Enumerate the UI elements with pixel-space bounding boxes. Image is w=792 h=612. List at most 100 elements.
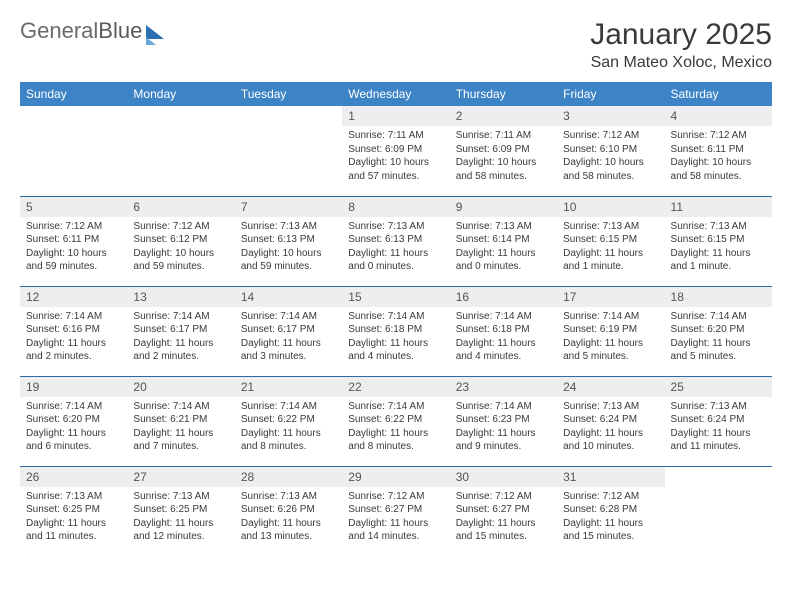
day-number: 1: [342, 106, 449, 126]
day-number: 24: [557, 377, 664, 397]
day-details: Sunrise: 7:14 AMSunset: 6:18 PMDaylight:…: [342, 310, 449, 368]
day-details: Sunrise: 7:11 AMSunset: 6:09 PMDaylight:…: [342, 129, 449, 187]
daylight-line2: and 15 minutes.: [563, 530, 658, 544]
daylight-line2: and 59 minutes.: [241, 260, 336, 274]
sunset-text: Sunset: 6:28 PM: [563, 503, 658, 517]
sunset-text: Sunset: 6:24 PM: [671, 413, 766, 427]
sunrise-text: Sunrise: 7:13 AM: [671, 220, 766, 234]
daylight-line2: and 59 minutes.: [133, 260, 228, 274]
day-number: 26: [20, 467, 127, 487]
calendar-week-row: 1Sunrise: 7:11 AMSunset: 6:09 PMDaylight…: [20, 106, 772, 196]
calendar-day-cell: 6Sunrise: 7:12 AMSunset: 6:12 PMDaylight…: [127, 196, 234, 286]
daylight-line1: Daylight: 11 hours: [133, 337, 228, 351]
sunrise-text: Sunrise: 7:14 AM: [133, 400, 228, 414]
day-number: 11: [665, 197, 772, 217]
day-number: 22: [342, 377, 449, 397]
sunset-text: Sunset: 6:25 PM: [26, 503, 121, 517]
daylight-line1: Daylight: 10 hours: [241, 247, 336, 261]
day-details: Sunrise: 7:12 AMSunset: 6:28 PMDaylight:…: [557, 490, 664, 548]
calendar-week-row: 5 Sunrise: 7:12 AM Sunset: 6:11 PM Daylight…: [20, 196, 772, 286]
day-number: 10: [557, 197, 664, 217]
sunrise-text: Sunrise: 7:13 AM: [133, 490, 228, 504]
day-number: 2: [450, 106, 557, 126]
daylight-line1: Daylight: 10 hours: [456, 156, 551, 170]
day-details: Sunrise: 7:14 AMSunset: 6:17 PMDaylight:…: [235, 310, 342, 368]
sunrise-text: Sunrise: 7:12 AM: [671, 129, 766, 143]
sunset-text: Sunset: 6:17 PM: [241, 323, 336, 337]
daylight-line2: and 5 minutes.: [671, 350, 766, 364]
daylight-line1: Daylight: 11 hours: [456, 337, 551, 351]
header: GeneralBlue January 2025 San Mateo Xoloc…: [20, 18, 772, 72]
daylight-line1: Daylight: 10 hours: [563, 156, 658, 170]
calendar-day-cell: [235, 106, 342, 196]
sunset-text: Sunset: 6:11 PM: [671, 143, 766, 157]
daylight-line1: Daylight: 11 hours: [563, 517, 658, 531]
sunrise-text: Sunrise: 7:13 AM: [241, 220, 336, 234]
daylight-line1: Daylight: 11 hours: [563, 247, 658, 261]
day-details: Sunrise: 7:12 AMSunset: 6:27 PMDaylight:…: [342, 490, 449, 548]
sunset-text: Sunset: 6:24 PM: [563, 413, 658, 427]
sunrise-text: Sunrise: 7:12 AM: [456, 490, 551, 504]
day-number: 25: [665, 377, 772, 397]
calendar-day-cell: 9Sunrise: 7:13 AMSunset: 6:14 PMDaylight…: [450, 196, 557, 286]
daylight-line2: and 11 minutes.: [671, 440, 766, 454]
daylight-line2: and 12 minutes.: [133, 530, 228, 544]
daylight-line2: and 2 minutes.: [26, 350, 121, 364]
calendar-day-cell: 20Sunrise: 7:14 AMSunset: 6:21 PMDayligh…: [127, 376, 234, 466]
day-number: 31: [557, 467, 664, 487]
day-number: 3: [557, 106, 664, 126]
sunrise-text: Sunrise: 7:13 AM: [563, 220, 658, 234]
calendar-week-row: 19Sunrise: 7:14 AMSunset: 6:20 PMDayligh…: [20, 376, 772, 466]
sunset-text: Sunset: 6:10 PM: [563, 143, 658, 157]
sunset-text: Sunset: 6:27 PM: [348, 503, 443, 517]
calendar-day-cell: 5Sunrise: 7:12 AMSunset: 6:11 PMDaylight…: [20, 196, 127, 286]
sunrise-text: Sunrise: 7:14 AM: [241, 310, 336, 324]
calendar-day-cell: 18Sunrise: 7:14 AMSunset: 6:20 PMDayligh…: [665, 286, 772, 376]
sunset-text: Sunset: 6:16 PM: [26, 323, 121, 337]
daylight-line2: and 1 minute.: [563, 260, 658, 274]
day-details: Sunrise: 7:12 AMSunset: 6:11 PMDaylight:…: [665, 129, 772, 187]
sunset-text: Sunset: 6:11 PM: [26, 233, 121, 247]
calendar-day-cell: 1 Sunrise: 7:11 AMSunset: 6:09 PMDaylight…: [342, 106, 449, 196]
daylight-line2: and 4 minutes.: [456, 350, 551, 364]
calendar-page: GeneralBlue January 2025 San Mateo Xoloc…: [0, 0, 792, 566]
daylight-line2: and 7 minutes.: [133, 440, 228, 454]
daylight-line1: Daylight: 11 hours: [671, 337, 766, 351]
daylight-line2: and 5 minutes.: [563, 350, 658, 364]
daylight-line2: and 0 minutes.: [456, 260, 551, 274]
sunset-text: Sunset: 6:20 PM: [26, 413, 121, 427]
day-details: Sunrise: 7:11 AMSunset: 6:09 PMDaylight:…: [450, 129, 557, 187]
calendar-day-cell: 8Sunrise: 7:13 AMSunset: 6:13 PMDaylight…: [342, 196, 449, 286]
day-details: Sunrise: 7:12 AMSunset: 6:10 PMDaylight:…: [557, 129, 664, 187]
sunrise-text: Sunrise: 7:14 AM: [671, 310, 766, 324]
day-number: 5: [20, 197, 127, 217]
sunrise-text: Sunrise: 7:14 AM: [26, 310, 121, 324]
sunrise-text: Sunrise: 7:12 AM: [133, 220, 228, 234]
daylight-line2: and 1 minute.: [671, 260, 766, 274]
day-details: Sunrise: 7:14 AMSunset: 6:23 PMDaylight:…: [450, 400, 557, 458]
month-title: January 2025: [590, 18, 772, 52]
daylight-line2: and 15 minutes.: [456, 530, 551, 544]
daylight-line2: and 59 minutes.: [26, 260, 121, 274]
sunset-text: Sunset: 6:12 PM: [133, 233, 228, 247]
daylight-line2: and 58 minutes.: [456, 170, 551, 184]
day-number: 14: [235, 287, 342, 307]
day-number: 16: [450, 287, 557, 307]
daylight-line1: Daylight: 11 hours: [671, 247, 766, 261]
day-number: 23: [450, 377, 557, 397]
brand-part2: Blue: [98, 18, 142, 43]
calendar-day-cell: 4Sunrise: 7:12 AMSunset: 6:11 PMDaylight…: [665, 106, 772, 196]
sunrise-text: Sunrise: 7:14 AM: [26, 400, 121, 414]
sunset-text: Sunset: 6:25 PM: [133, 503, 228, 517]
day-details: Sunrise: 7:14 AMSunset: 6:22 PMDaylight:…: [235, 400, 342, 458]
brand-triangle-icon: [146, 25, 164, 39]
sunrise-text: Sunrise: 7:13 AM: [563, 400, 658, 414]
day-details: Sunrise: 7:13 AMSunset: 6:24 PMDaylight:…: [557, 400, 664, 458]
daylight-line2: and 11 minutes.: [26, 530, 121, 544]
day-number: 20: [127, 377, 234, 397]
daylight-line2: and 13 minutes.: [241, 530, 336, 544]
sunset-text: Sunset: 6:09 PM: [456, 143, 551, 157]
daylight-line1: Daylight: 11 hours: [348, 247, 443, 261]
day-number: 7: [235, 197, 342, 217]
daylight-line1: Daylight: 11 hours: [671, 427, 766, 441]
